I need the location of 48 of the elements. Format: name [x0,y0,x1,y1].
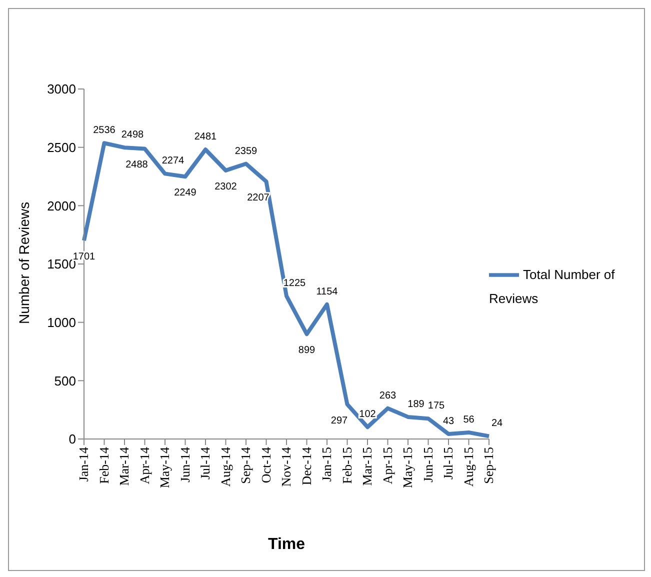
x-tick-label: Jun-14 [177,446,192,482]
x-tick-label: Dec-14 [298,446,314,486]
y-tick-label: 500 [54,373,76,388]
x-tick-label: Aug-14 [218,446,233,487]
x-axis-title: Time [268,536,306,553]
x-tick-label: Mar-14 [116,446,132,486]
data-label: 56 [463,414,475,426]
x-tick-label: Apr-15 [380,447,395,484]
data-label: 2359 [234,146,258,157]
y-tick-label: 3000 [47,82,76,97]
y-axis-title: Number of Reviews [16,202,32,324]
legend-label: Total Number of Reviews [489,267,615,306]
y-tick-label: 2500 [47,140,76,155]
data-label: 2498 [121,130,144,141]
x-tick-label: Aug-15 [460,447,476,487]
x-tick-label: Feb-14 [96,446,112,484]
x-tick-label: Nov-14 [278,446,294,487]
data-label: 43 [442,416,454,427]
x-tick-label: Jan-14 [76,446,92,482]
x-tick-label: Jun-15 [420,447,436,482]
data-label: 1154 [316,286,338,298]
y-tick-label: 2000 [47,198,76,214]
x-tick-label: Sep-15 [481,447,496,484]
data-label: 297 [330,415,348,426]
data-label: 2249 [174,188,197,199]
x-tick-label: Jan-15 [319,447,334,482]
data-label: 2274 [162,156,185,167]
data-label: 2536 [93,125,116,136]
data-label: 2481 [194,132,218,143]
data-label: 24 [491,418,503,430]
x-tick-label: May-14 [157,446,172,488]
x-tick-label: Feb-15 [339,447,354,484]
data-label: 2488 [126,160,148,171]
x-tick-label: Jul-15 [440,447,456,480]
data-label: 263 [379,390,397,402]
data-label: 2302 [214,181,238,192]
x-tick-label: Sep-14 [238,446,254,484]
y-tick-label: 1000 [47,314,76,330]
x-tick-label: May-15 [400,447,416,488]
x-tick-label: Jul-14 [198,446,213,480]
data-label: 189 [408,398,425,410]
x-tick-label: Mar-15 [360,447,375,486]
data-label: 175 [428,400,446,412]
x-tick-label: Apr-14 [136,446,152,484]
data-label: 899 [298,345,316,356]
y-tick-label: 0 [68,432,76,447]
data-label: 102 [359,409,376,420]
x-tick-label: Oct-14 [258,446,274,484]
